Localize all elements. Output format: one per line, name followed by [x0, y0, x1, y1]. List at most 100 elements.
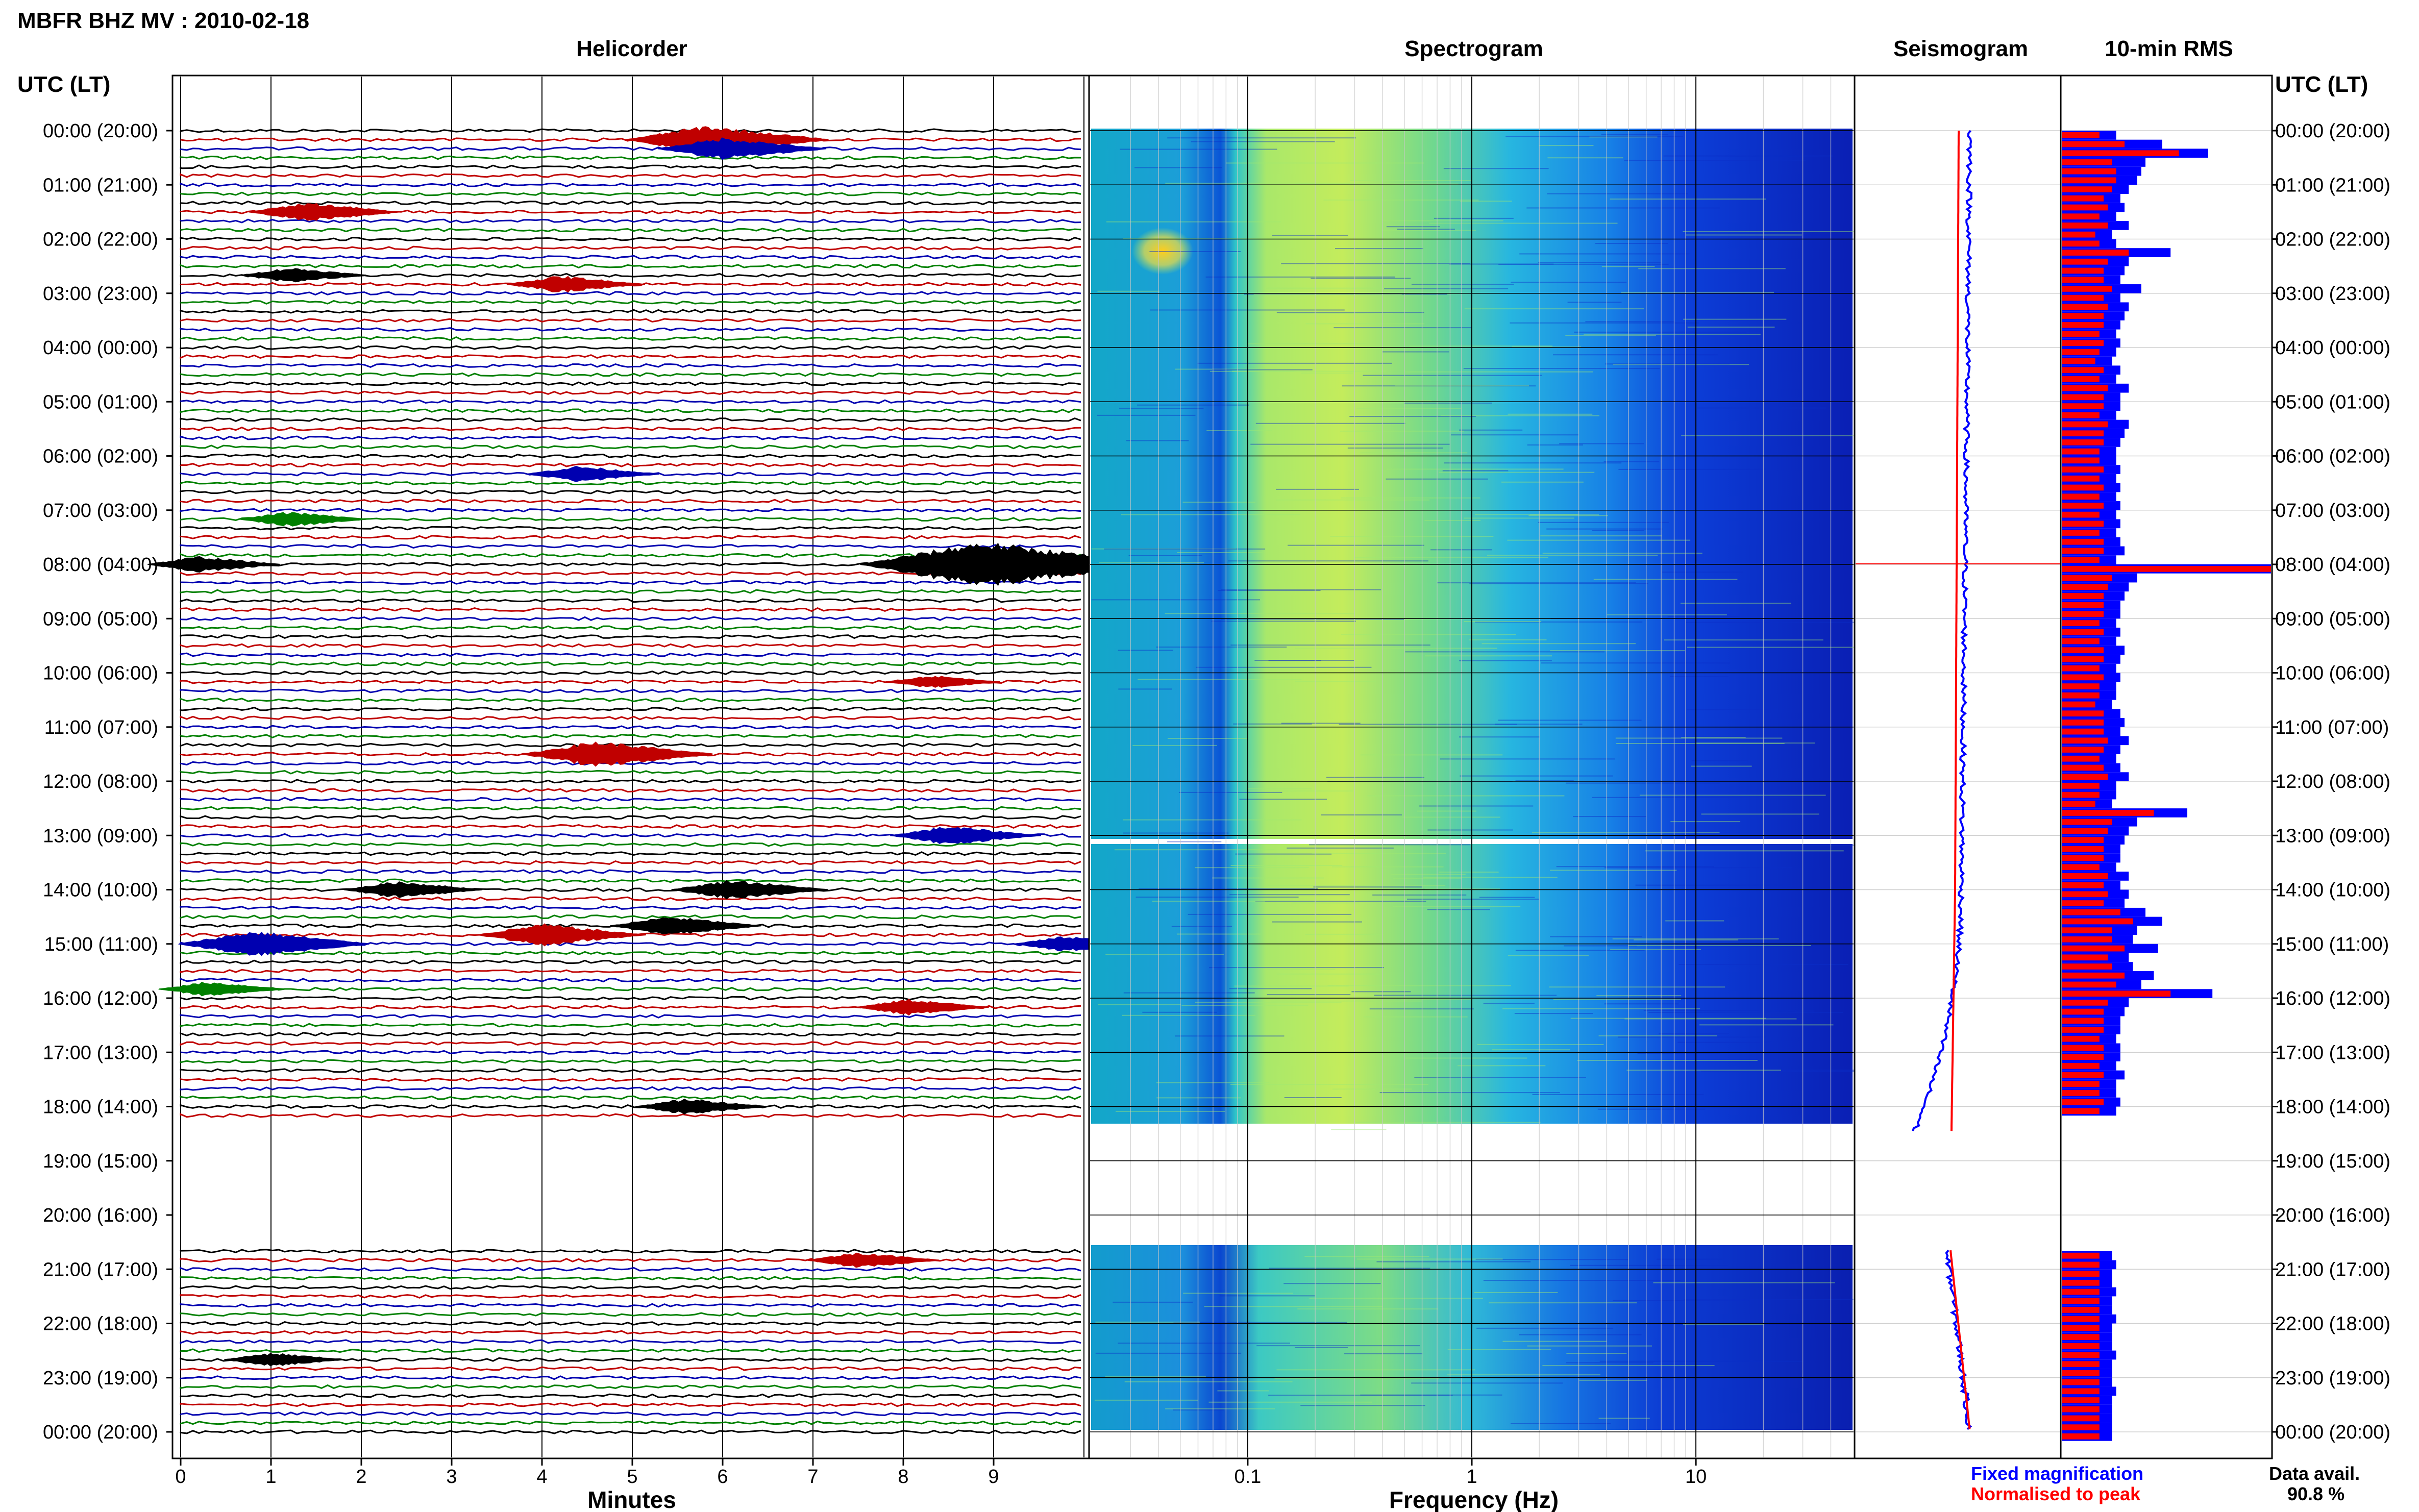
helicorder-trace-line: [180, 1068, 1081, 1073]
helicorder-event: [657, 137, 827, 160]
helicorder-frame: [171, 75, 1090, 1459]
helicorder-event: [239, 268, 366, 283]
rms-bar-normalised: [2062, 403, 2104, 409]
minute-tick-label: 5: [627, 1466, 637, 1488]
rms-bar-normalised: [2062, 774, 2108, 780]
helicorder-trace-line: [180, 1420, 1081, 1425]
seismogram-title: Seismogram: [1893, 36, 2028, 61]
helicorder-trace-line: [180, 255, 1081, 260]
helicorder-trace-line: [180, 1285, 1081, 1290]
rms-bar-normalised: [2062, 1307, 2100, 1313]
helicorder-trace-line: [180, 173, 1081, 178]
rms-bar-normalised: [2062, 331, 2100, 337]
helicorder-trace-line: [180, 453, 1081, 459]
time-label-right: 05:00 (01:00): [2275, 391, 2390, 413]
rms-bar-normalised: [2062, 277, 2104, 283]
spectrogram-panel: 0.1 1 10 Frequency (Hz): [1088, 75, 1876, 1512]
helicorder-trace-line: [180, 508, 1081, 513]
helicorder-trace-line: [180, 218, 1081, 224]
rms-bar-normalised: [2062, 737, 2108, 744]
rms-bar-normalised: [2062, 204, 2108, 211]
time-label-left: 04:00 (00:00): [43, 337, 158, 359]
rms-bar-normalised: [2062, 855, 2104, 861]
rms-bar-normalised: [2062, 1379, 2100, 1385]
helicorder-trace-line: [180, 860, 1081, 865]
helicorder-trace-line: [180, 381, 1081, 386]
helicorder-trace-line: [180, 815, 1081, 820]
helicorder-trace-line: [180, 1276, 1081, 1281]
helicorder-trace-line: [180, 408, 1081, 413]
helicorder-trace-line: [180, 634, 1081, 639]
time-label-left: 22:00 (18:00): [43, 1313, 158, 1335]
helicorder-x-axis-label: Minutes: [587, 1486, 676, 1512]
helicorder-trace-line: [180, 959, 1081, 964]
helicorder-event: [239, 512, 366, 527]
rms-bar-normalised: [2062, 1361, 2100, 1368]
rms-bar-normalised: [2062, 891, 2108, 898]
rms-bar-normalised: [2062, 566, 2271, 572]
helicorder-trace-line: [180, 914, 1081, 920]
helicorder-trace-line: [180, 1366, 1081, 1371]
seismogram-fixed-trace-late: [1944, 1249, 1972, 1430]
time-label-left: 21:00 (17:00): [43, 1259, 158, 1280]
rms-bar-normalised: [2062, 593, 2104, 599]
rms-bar-normalised: [2062, 1062, 2100, 1069]
legend-fixed-magnification: Fixed magnification: [1971, 1463, 2143, 1484]
helicorder-trace-line: [180, 1429, 1081, 1434]
rms-bar-normalised: [2062, 213, 2100, 220]
rms-bar-normalised: [2062, 1099, 2104, 1105]
minute-tick-label: 6: [717, 1466, 728, 1488]
time-label-left: 11:00 (07:00): [44, 717, 158, 738]
rms-bar-normalised: [2062, 981, 2116, 988]
rms-bar-normalised: [2062, 927, 2112, 934]
spectrogram-frequency-ticks: 0.1 1 10: [1234, 1458, 1707, 1488]
rms-bar-normalised: [2062, 240, 2100, 247]
rms-bar-normalised: [2062, 900, 2104, 906]
time-label-left: 20:00 (16:00): [43, 1205, 158, 1226]
helicorder-trace-line: [180, 1267, 1081, 1272]
rms-bar-normalised: [2062, 530, 2100, 536]
minute-tick-label: 1: [265, 1466, 276, 1488]
left-time-axis: 00:00 (20:00) 01:00 (21:00) 02:00 (22:00) 0…: [43, 120, 172, 1443]
helicorder-trace-line: [180, 905, 1081, 910]
rms-bar-normalised: [2062, 430, 2104, 437]
helicorder-trace-line: [180, 1312, 1081, 1317]
rms-bar-normalised: [2062, 1000, 2108, 1006]
seismogram-normalised-trace: [1950, 131, 1960, 1131]
time-label-right: 00:00 (20:00): [2275, 120, 2390, 142]
time-label-left: 14:00 (10:00): [43, 880, 158, 901]
time-label-left: 10:00 (06:00): [43, 663, 158, 684]
helicorder-event: [890, 827, 1041, 845]
spectrogram-x-axis-label: Frequency (Hz): [1389, 1486, 1559, 1512]
rms-bar-normalised: [2062, 538, 2104, 545]
time-label-left: 00:00 (20:00): [43, 1422, 158, 1443]
helicorder-trace-line: [180, 499, 1081, 504]
time-label-right: 11:00 (07:00): [2275, 717, 2389, 738]
minute-tick-label: 9: [988, 1466, 999, 1488]
helicorder-trace-line: [180, 164, 1081, 169]
helicorder-trace-line: [180, 1023, 1081, 1028]
rms-bar-normalised: [2062, 656, 2104, 662]
helicorder-trace-line: [180, 264, 1081, 269]
helicorder-event: [344, 881, 483, 898]
rms-bar-normalised: [2062, 1271, 2100, 1277]
rms-bars: [2062, 131, 2271, 1441]
rms-bar-normalised: [2062, 222, 2108, 229]
rms-bar-normalised: [2062, 1108, 2100, 1114]
rms-bar-normalised: [2062, 783, 2100, 789]
helicorder-event: [610, 917, 761, 934]
helicorder-trace-line: [180, 725, 1081, 730]
helicorder-trace-line: [180, 535, 1081, 540]
rms-bar-normalised: [2062, 665, 2100, 672]
helicorder-trace-line: [180, 580, 1081, 585]
rms-bar-normalised: [2062, 764, 2104, 771]
time-label-left: 05:00 (01:00): [43, 391, 158, 413]
rms-bar-normalised: [2062, 132, 2100, 138]
rms-bar-normalised: [2062, 457, 2100, 464]
rms-bar-normalised: [2062, 448, 2100, 455]
rms-bar-normalised: [2062, 620, 2100, 626]
rms-bar-normalised: [2062, 385, 2108, 391]
rms-bar-normalised: [2062, 1090, 2100, 1096]
helicorder-event: [224, 1353, 344, 1367]
